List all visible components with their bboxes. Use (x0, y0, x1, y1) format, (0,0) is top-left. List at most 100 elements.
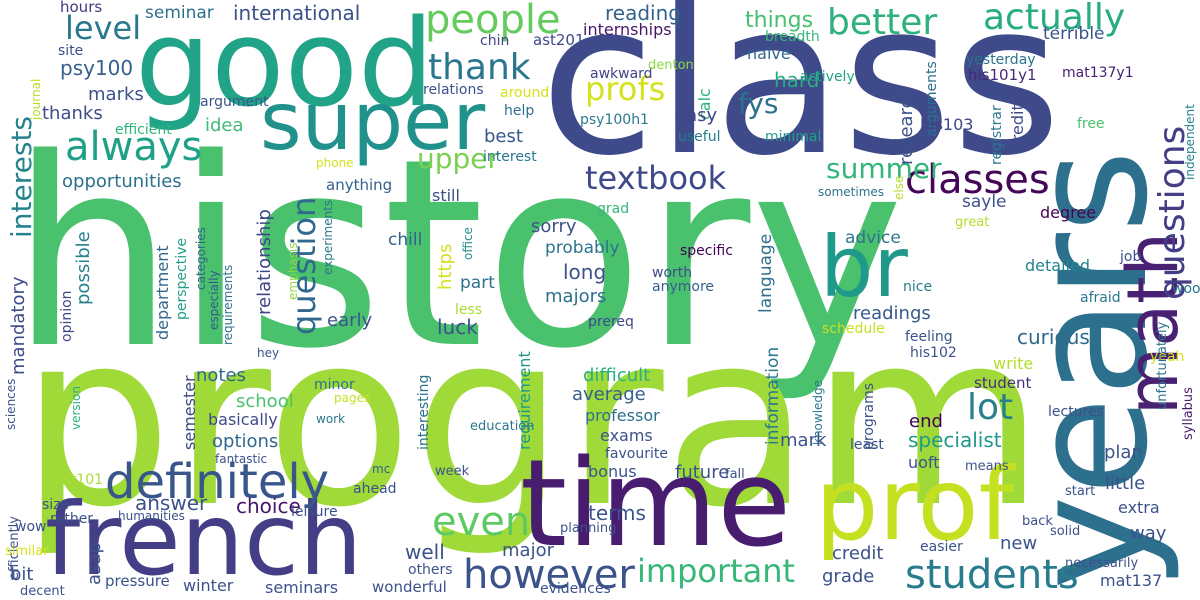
word: thanks (42, 103, 103, 124)
word: solid (1050, 524, 1081, 539)
word: difficult (583, 365, 651, 386)
word: ast201 (533, 31, 585, 49)
word: marks (88, 84, 144, 105)
word: even (432, 499, 531, 545)
word: mat137 (1100, 571, 1163, 590)
word: decent (20, 584, 65, 599)
word: average (572, 384, 646, 405)
word: seminar (145, 3, 214, 23)
word: internships (583, 20, 672, 39)
word: readings (853, 303, 931, 324)
word: easy (675, 105, 718, 126)
word: interests (5, 115, 38, 238)
word: little (1105, 473, 1146, 494)
word: leisure (291, 504, 338, 520)
word: grade (822, 566, 875, 587)
word: extra (1118, 498, 1160, 517)
word: afraid (1080, 290, 1121, 306)
word: advice (845, 228, 901, 248)
word: yesterday (966, 52, 1036, 68)
word: definitely (105, 454, 330, 510)
word: part (460, 273, 495, 293)
word: interest (483, 149, 537, 165)
word: chill (388, 230, 423, 250)
word: office (461, 227, 475, 260)
word: interesting (416, 374, 432, 450)
word: future (675, 462, 730, 483)
word: lectures (1048, 404, 1104, 420)
word: mark (780, 430, 827, 451)
word: mandatory (8, 276, 29, 375)
word: better (827, 2, 938, 43)
word: woot (1172, 281, 1200, 297)
word: class (540, 0, 1062, 202)
word: relations (423, 82, 484, 98)
word: psy100h1 (580, 112, 649, 128)
word: worth (652, 265, 693, 281)
word: reading (605, 1, 681, 25)
word: syllabus (1181, 387, 1196, 440)
word: work (316, 412, 346, 426)
word: history (10, 104, 905, 406)
word: way (1130, 523, 1167, 544)
word: still (432, 186, 460, 205)
word: student (974, 374, 1032, 392)
word: ast101 (55, 472, 104, 488)
word: planning (560, 521, 617, 536)
word: requirements (221, 264, 235, 345)
word: international (233, 1, 361, 25)
word: specialist (908, 428, 1002, 452)
word: opportunities (62, 171, 182, 192)
word: choice (236, 494, 301, 518)
word: good (135, 0, 435, 134)
word: fall (725, 467, 745, 482)
word: super (260, 75, 486, 168)
word: upper (417, 142, 500, 175)
word: https (435, 243, 456, 290)
word: week (435, 464, 470, 479)
word: help (504, 103, 535, 119)
word: degree (1040, 203, 1097, 222)
word: bonus (588, 462, 637, 481)
word: job (1120, 249, 1142, 265)
word: size (42, 497, 70, 513)
word: credits (1008, 95, 1027, 150)
word: important (637, 552, 796, 590)
word: bit (10, 564, 34, 585)
word: emphasis (286, 242, 300, 301)
word: hey (257, 346, 280, 360)
word: registrar (989, 105, 1005, 165)
word: actually (983, 0, 1126, 38)
word: least (850, 437, 884, 453)
word: evidences (540, 581, 611, 597)
word: categories (194, 227, 208, 290)
word: always (65, 124, 203, 170)
word: probably (545, 238, 620, 258)
word: thank (428, 47, 531, 88)
word: textbook (585, 159, 727, 197)
word: awkward (590, 66, 653, 82)
word: relationship (254, 209, 275, 315)
word: sciences (4, 378, 18, 430)
word: however (463, 552, 635, 598)
word: students (905, 552, 1079, 598)
word: early (327, 310, 373, 331)
word: prereq (588, 314, 634, 330)
word: fys (738, 87, 779, 120)
word: argument (200, 94, 269, 110)
word: lot (967, 387, 1014, 428)
word: write (993, 354, 1034, 373)
word: experiments (321, 199, 335, 275)
word: feeling (905, 329, 953, 345)
word: wow (15, 519, 47, 535)
word: ahead (353, 481, 397, 497)
word: humanities (118, 509, 185, 523)
word: end (909, 411, 943, 432)
word: semester (180, 375, 199, 450)
word: naive (747, 44, 791, 63)
word: useful (678, 129, 721, 145)
word: winter (183, 576, 234, 595)
word: nice (903, 279, 933, 295)
word: fantastic (215, 452, 268, 466)
